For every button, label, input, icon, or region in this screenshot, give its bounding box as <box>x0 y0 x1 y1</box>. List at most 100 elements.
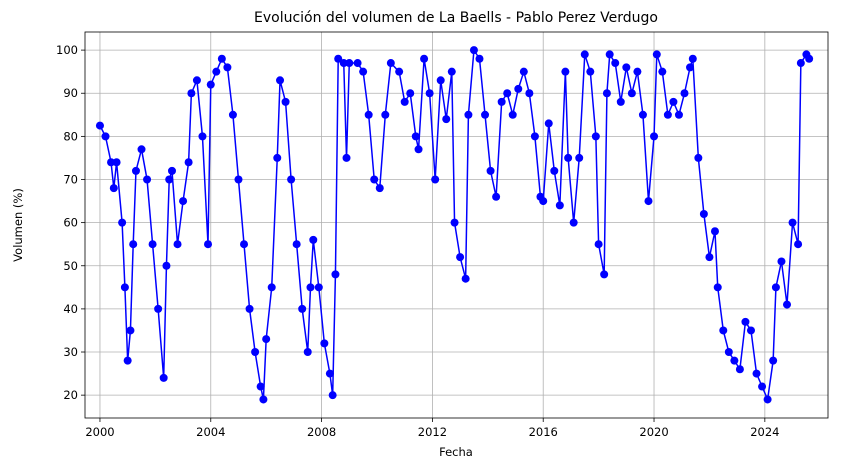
data-point <box>436 76 445 85</box>
data-point <box>769 356 778 365</box>
x-tick-label: 2020 <box>639 425 668 439</box>
data-point <box>450 218 459 227</box>
data-point <box>497 97 506 106</box>
data-point <box>481 110 490 119</box>
data-point <box>475 54 484 63</box>
data-point <box>594 240 603 249</box>
data-point <box>796 59 805 68</box>
x-tick-label: 2016 <box>529 425 558 439</box>
data-point <box>273 153 282 162</box>
data-point <box>525 89 534 98</box>
data-point <box>564 153 573 162</box>
data-point <box>281 97 290 106</box>
y-tick-label: 90 <box>63 86 78 100</box>
data-point <box>303 348 312 357</box>
data-point <box>699 210 708 219</box>
y-tick-label: 20 <box>63 388 78 402</box>
data-point <box>420 54 429 63</box>
data-point <box>406 89 415 98</box>
y-tick-label: 100 <box>56 43 78 57</box>
data-point <box>126 326 135 335</box>
data-point <box>580 50 589 59</box>
data-point <box>539 197 548 206</box>
data-point <box>503 89 512 98</box>
data-point <box>788 218 797 227</box>
data-point <box>251 348 260 357</box>
data-point <box>782 300 791 309</box>
data-point <box>730 356 739 365</box>
data-point <box>309 235 318 244</box>
data-point <box>359 67 368 76</box>
data-point <box>331 270 340 279</box>
data-point <box>638 110 647 119</box>
data-point <box>605 50 614 59</box>
data-point <box>112 158 121 167</box>
data-point <box>259 395 268 404</box>
data-point <box>758 382 767 391</box>
data-point <box>575 153 584 162</box>
data-point <box>120 283 129 292</box>
data-point <box>173 240 182 249</box>
data-point <box>320 339 329 348</box>
data-point <box>118 218 127 227</box>
data-point <box>339 59 348 68</box>
data-point <box>179 197 188 206</box>
data-point <box>143 175 152 184</box>
data-point <box>694 153 703 162</box>
data-point <box>287 175 296 184</box>
data-point <box>514 84 523 93</box>
data-point <box>680 89 689 98</box>
data-point <box>519 67 528 76</box>
data-point <box>431 175 440 184</box>
y-tick-label: 60 <box>63 216 78 230</box>
data-point <box>741 317 750 326</box>
data-point <box>381 110 390 119</box>
data-point <box>611 59 620 68</box>
data-point <box>187 89 196 98</box>
data-point <box>561 67 570 76</box>
data-point <box>325 369 334 378</box>
data-point <box>771 283 780 292</box>
data-point <box>137 145 146 154</box>
data-point <box>276 76 285 85</box>
data-point <box>148 240 157 249</box>
data-point <box>688 54 697 63</box>
data-point <box>228 110 237 119</box>
data-point <box>345 59 354 68</box>
y-axis-label: Volumen (%) <box>11 188 25 262</box>
data-point <box>746 326 755 335</box>
data-point <box>763 395 772 404</box>
plot-frame <box>84 31 829 419</box>
data-point <box>752 369 761 378</box>
data-point <box>710 227 719 236</box>
data-point <box>464 110 473 119</box>
data-point <box>334 54 343 63</box>
data-point <box>256 382 265 391</box>
data-point <box>245 304 254 313</box>
data-point <box>198 132 207 141</box>
data-point <box>129 240 138 249</box>
data-point <box>395 67 404 76</box>
data-point <box>192 76 201 85</box>
data-point <box>364 110 373 119</box>
data-point <box>159 373 168 382</box>
data-point <box>805 54 814 63</box>
data-point <box>217 54 226 63</box>
data-point <box>633 67 642 76</box>
y-tick-label: 40 <box>63 302 78 316</box>
data-point <box>184 158 193 167</box>
data-point <box>586 67 595 76</box>
data-point <box>461 274 470 283</box>
data-line <box>99 47 810 403</box>
data-point <box>234 175 243 184</box>
data-point <box>342 153 351 162</box>
x-tick-label: 2012 <box>418 425 447 439</box>
x-tick-label: 2024 <box>750 425 779 439</box>
data-point <box>411 132 420 141</box>
y-tick-label: 70 <box>63 172 78 186</box>
data-point <box>644 197 653 206</box>
data-point <box>400 97 409 106</box>
data-point <box>719 326 728 335</box>
chart-title: Evolución del volumen de La Baells - Pab… <box>254 10 658 26</box>
